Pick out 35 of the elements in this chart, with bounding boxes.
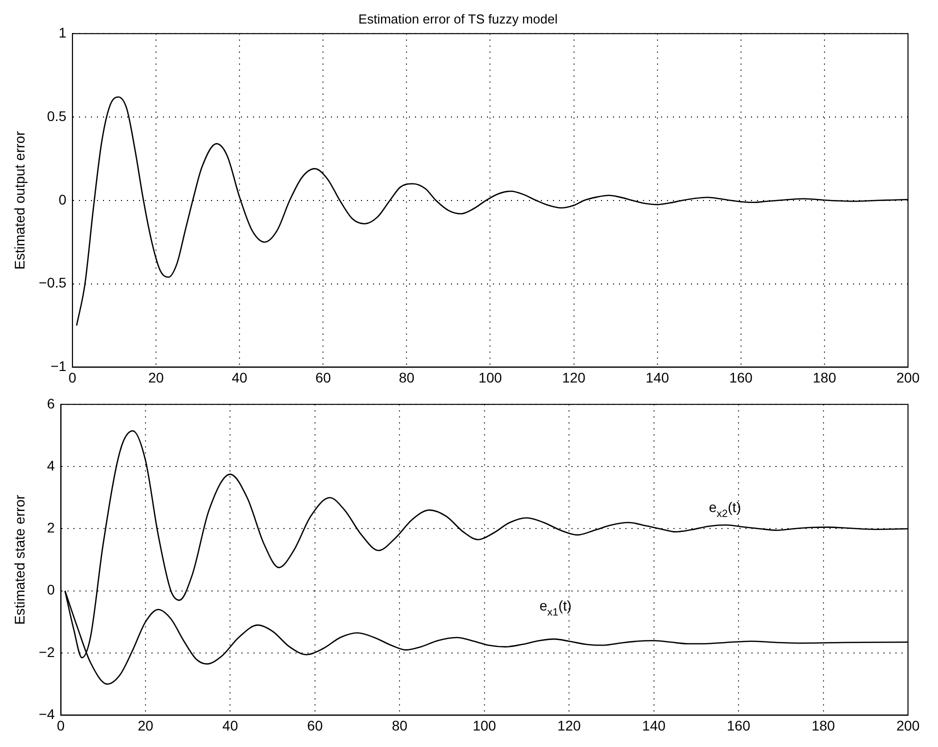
y-tick-label: 1 [58, 24, 67, 40]
y-tick-label: 0 [46, 582, 55, 598]
x-tick-label: 180 [812, 717, 836, 734]
chart-title: Estimation error of TS fuzzy model [358, 11, 558, 26]
y-axis-title: Estimated state error [11, 494, 28, 625]
x-tick-label: 40 [232, 369, 248, 386]
y-tick-label: −0.5 [38, 274, 67, 291]
x-tick-label: 80 [392, 717, 408, 734]
y-tick-label: −1 [50, 358, 67, 374]
x-tick-label: 120 [562, 369, 586, 386]
y-tick-label: −4 [38, 706, 55, 722]
x-tick-label: 100 [478, 369, 502, 386]
x-tick-label: 60 [307, 717, 323, 734]
x-tick-label: 140 [642, 717, 666, 734]
x-tick-label: 160 [729, 369, 753, 386]
x-tick-label: 20 [138, 717, 154, 734]
x-tick-label: 20 [148, 369, 164, 386]
x-tick-label: 0 [68, 369, 77, 386]
y-axis-title: Estimated output error [11, 130, 28, 270]
y-tick-label: 6 [46, 395, 55, 412]
x-tick-label: 200 [896, 369, 920, 386]
y-tick-label: 0.5 [46, 108, 67, 124]
x-tick-label: 160 [726, 717, 750, 734]
x-tick-label: 180 [812, 369, 836, 386]
x-tick-label: 80 [398, 369, 415, 386]
x-tick-label: 120 [557, 717, 581, 734]
y-tick-label: 4 [46, 457, 55, 474]
x-tick-label: 100 [472, 717, 496, 734]
y-tick-label: 2 [46, 520, 55, 536]
x-tick-label: 60 [315, 369, 332, 386]
x-tick-label: 200 [896, 717, 920, 734]
y-tick-label: −2 [38, 644, 55, 660]
x-tick-label: 40 [222, 717, 238, 734]
y-tick-label: 0 [58, 191, 67, 208]
x-tick-label: 140 [646, 369, 670, 386]
